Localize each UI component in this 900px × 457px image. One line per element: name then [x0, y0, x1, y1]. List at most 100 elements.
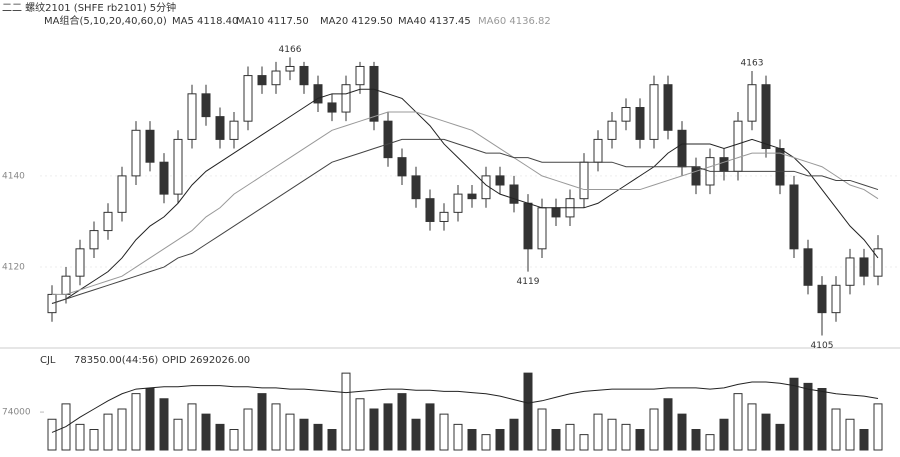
volume-bar — [243, 408, 253, 451]
ma-legend: MA60 4136.82 — [478, 16, 551, 27]
volume-bar — [845, 418, 855, 451]
volume-bar — [495, 429, 505, 451]
volume-bar — [229, 429, 239, 451]
candle-body — [201, 93, 211, 118]
volume-bar — [607, 418, 617, 451]
candle-body — [691, 166, 701, 186]
volume-bar — [173, 418, 183, 451]
candle-body — [131, 129, 141, 177]
candle-body — [509, 184, 519, 204]
volume-bar — [201, 413, 211, 451]
candle-body — [761, 84, 771, 150]
candle-body — [537, 207, 547, 250]
header: 二二 螺纹2101 (SHFE rb2101) 5分钟 — [2, 1, 176, 14]
ma-line — [51, 88, 879, 305]
candle-body — [859, 257, 869, 277]
volume-bar — [89, 429, 99, 451]
candle-body — [327, 102, 337, 113]
candle-body — [383, 120, 393, 159]
oi-line — [51, 381, 879, 433]
volume-bar — [215, 423, 225, 451]
volume-bar — [537, 408, 547, 451]
volume-bar — [131, 393, 141, 451]
ma-line — [52, 111, 879, 295]
volume-bar — [271, 403, 281, 451]
volume-bar — [775, 423, 785, 451]
candle-body — [845, 257, 855, 286]
volume-bar — [285, 413, 295, 451]
candle-body — [467, 193, 477, 200]
volume-bar — [425, 403, 435, 451]
candle-body — [789, 184, 799, 250]
volume-bar — [719, 418, 729, 451]
volume-bar — [523, 372, 533, 451]
candle-body — [593, 138, 603, 163]
candle-body — [747, 84, 757, 122]
candle-body — [677, 129, 687, 168]
candle-body — [145, 129, 155, 163]
ma-legend: MA10 4117.50 — [236, 16, 309, 27]
volume-bar — [187, 403, 197, 451]
volume-bar — [355, 398, 365, 451]
volume-bar — [453, 423, 463, 451]
volume-bar — [803, 382, 813, 451]
candle-body — [439, 211, 449, 222]
volume-bar — [313, 423, 323, 451]
candle-body — [243, 75, 253, 122]
volume-bar — [257, 393, 267, 451]
candle-body — [817, 284, 827, 314]
volume-bar — [327, 429, 337, 451]
candle-body — [495, 175, 505, 186]
volume-bar — [593, 413, 603, 451]
volume-label: CJL — [40, 355, 56, 366]
volume-bar — [467, 429, 477, 451]
volume-bar — [635, 429, 645, 451]
volume-bar — [439, 413, 449, 451]
volume-bar — [411, 418, 421, 451]
price-annotation: 4119 — [517, 277, 540, 287]
candle-body — [719, 157, 729, 172]
volume-bar — [383, 403, 393, 451]
candle-body — [397, 157, 407, 177]
candle-body — [159, 161, 169, 195]
price-annotation: 4105 — [811, 341, 834, 351]
volume-bar — [117, 408, 127, 451]
volume-bar — [859, 429, 869, 451]
candle-body — [103, 211, 113, 232]
volume-bar — [509, 418, 519, 451]
candle-body — [341, 84, 351, 113]
candle-body — [257, 75, 267, 86]
candle-body — [649, 84, 659, 140]
volume-bar — [691, 429, 701, 451]
ma-legend: MA40 4137.45 — [398, 16, 471, 27]
price-annotation: 4166 — [279, 45, 302, 55]
candle-body — [663, 84, 673, 131]
ma-legend: MA20 4129.50 — [320, 16, 393, 27]
volume-bar — [831, 408, 841, 451]
volume-bar — [649, 408, 659, 451]
volume-bar — [873, 403, 883, 451]
candle-body — [173, 138, 183, 195]
candle-body — [369, 65, 379, 122]
volume-bar — [481, 434, 491, 451]
volume-bar — [621, 423, 631, 451]
y-tick-label: 4140 — [2, 171, 25, 181]
candle-body — [579, 161, 589, 200]
candle-body — [215, 116, 225, 140]
candle-body — [425, 198, 435, 222]
ma-group[interactable]: MA组合(5,10,20,40,60,0) — [44, 14, 167, 27]
candle-body — [299, 65, 309, 86]
candle-body — [411, 175, 421, 200]
volume-bar — [789, 377, 799, 451]
volume-bar — [677, 413, 687, 451]
volume-bar — [663, 398, 673, 451]
candle-body — [831, 284, 841, 314]
candle-body — [803, 248, 813, 286]
volume-bar — [817, 388, 827, 451]
volume-bar — [705, 434, 715, 451]
candle-body — [355, 65, 365, 86]
candle-body — [229, 120, 239, 140]
candle-body — [271, 70, 281, 86]
